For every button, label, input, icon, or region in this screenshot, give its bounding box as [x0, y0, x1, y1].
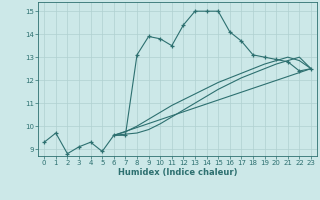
- X-axis label: Humidex (Indice chaleur): Humidex (Indice chaleur): [118, 168, 237, 177]
